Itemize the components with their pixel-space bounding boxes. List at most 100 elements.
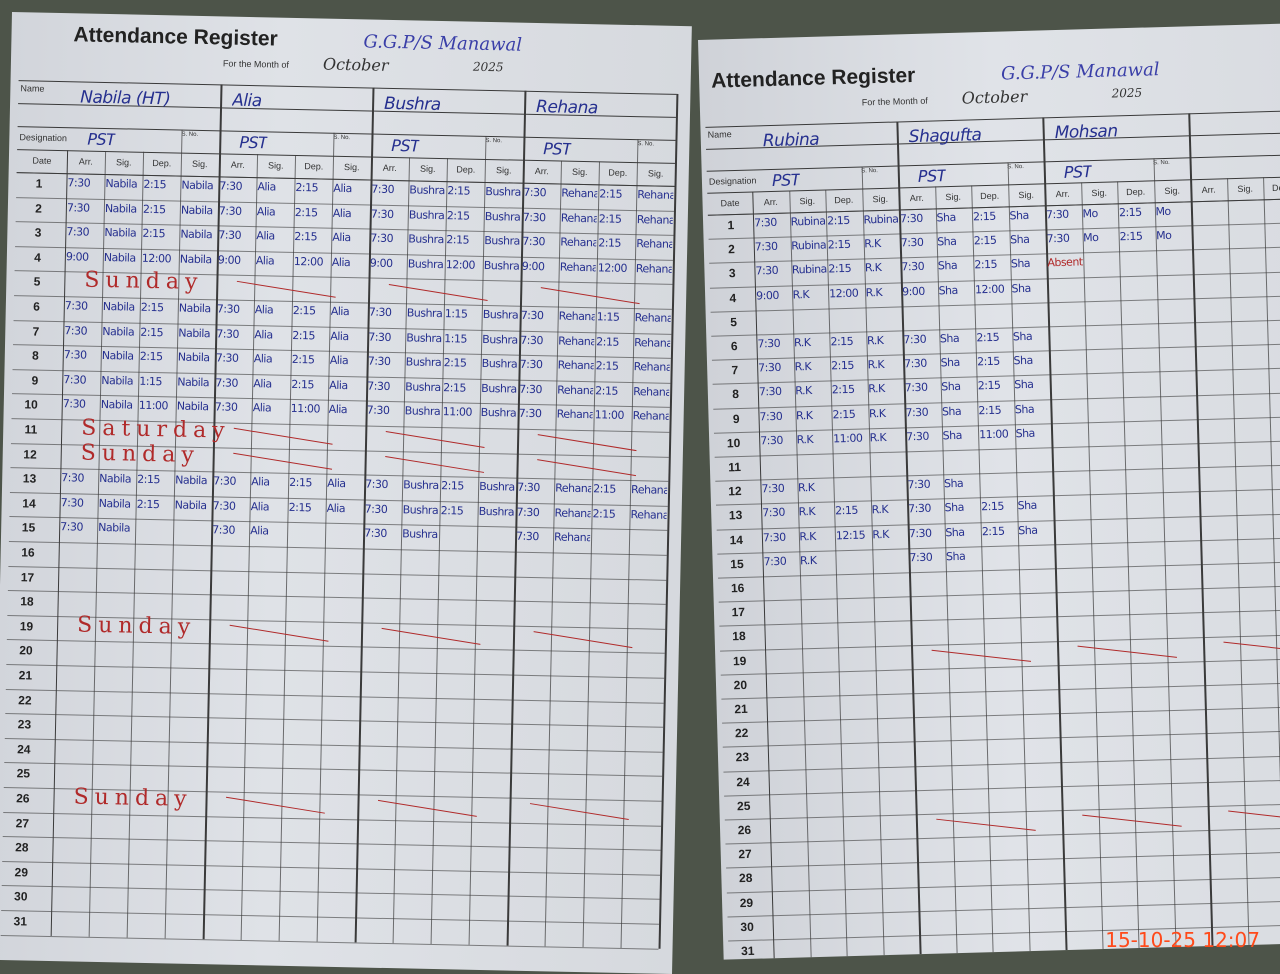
holiday-strike: [237, 281, 336, 298]
column-header: Sig.: [862, 193, 899, 204]
name-label: Name: [708, 129, 732, 140]
attendance-entry: 7:30: [64, 324, 100, 338]
column-rule: [621, 139, 639, 947]
date-number: 12: [13, 447, 37, 461]
row-rule: [726, 850, 1280, 869]
attendance-entry: Nabila: [178, 326, 214, 340]
holiday-note: Sunday: [81, 440, 201, 467]
attendance-entry: 2:15: [832, 383, 867, 397]
attendance-entry: 9:00: [218, 253, 254, 267]
date-number: 22: [724, 726, 748, 741]
attendance-entry: Bushra: [408, 233, 444, 247]
attendance-entry: 12:00: [294, 255, 330, 269]
attendance-entry: Nabila: [99, 472, 135, 486]
attendance-entry: Nabila: [105, 177, 141, 191]
attendance-entry: 2:15: [137, 498, 173, 512]
attendance-entry: 7:30: [909, 550, 944, 564]
attendance-entry: R.K: [867, 333, 902, 347]
date-number: 16: [11, 545, 35, 559]
month-value: October: [961, 87, 1027, 108]
date-number: 23: [725, 750, 749, 765]
column-header: Sig.: [257, 160, 295, 171]
attendance-entry: Rehana: [560, 236, 596, 250]
attendance-entry: 7:30: [520, 358, 556, 372]
attendance-entry: Alia: [254, 328, 290, 342]
sno-label: S. No.: [1007, 164, 1024, 170]
attendance-entry: Alia: [330, 354, 366, 368]
row-rule: [721, 657, 1280, 676]
staff-name: Rubina: [763, 130, 820, 152]
attendance-entry: 7:30: [763, 554, 798, 568]
attendance-entry: Bushra: [481, 382, 517, 396]
column-header: Sig.: [789, 196, 826, 207]
attendance-entry: Alia: [327, 477, 363, 491]
attendance-entry: R.K: [797, 432, 832, 446]
attendance-entry: 2:15: [973, 209, 1008, 223]
date-number: 30: [730, 920, 754, 935]
date-number: 30: [3, 889, 27, 903]
attendance-entry: 2:15: [830, 334, 865, 348]
date-number: 2: [711, 242, 735, 257]
column-rule: [317, 133, 335, 941]
attendance-entry: R.K: [796, 408, 831, 422]
attendance-entry: Alia: [255, 303, 291, 317]
attendance-entry: R.K: [869, 406, 904, 420]
date-number: 1: [18, 176, 42, 190]
holiday-note: Sunday: [77, 612, 197, 639]
attendance-entry: 2:15: [441, 479, 477, 493]
attendance-entry: 7:30: [63, 398, 99, 412]
row-rule: [3, 836, 661, 851]
photo-timestamp: 15-10-25 12:07: [1105, 928, 1260, 952]
attendance-entry: Nabila: [177, 375, 213, 389]
row-rule: [2, 885, 660, 900]
row-rule: [724, 778, 1280, 797]
row-rule: [723, 729, 1280, 748]
attendance-entry: Nabila: [102, 325, 138, 339]
row-rule: [8, 590, 666, 605]
holiday-strike: [1082, 815, 1181, 827]
row-rule: [727, 875, 1280, 894]
sno-label: S. No.: [861, 168, 878, 174]
attendance-entry: Bushra: [408, 257, 444, 271]
column-header: Dep.: [143, 158, 181, 169]
row-rule: [3, 812, 661, 827]
attendance-entry: 7:30: [516, 530, 552, 544]
attendance-entry: 12:00: [598, 261, 634, 275]
attendance-entry: 7:30: [901, 260, 936, 274]
attendance-entry: 7:30: [519, 407, 555, 421]
attendance-entry: Rehana: [633, 409, 669, 423]
attendance-entry: Rehana: [634, 336, 670, 350]
attendance-entry: Alia: [331, 305, 367, 319]
staff-name: Mohsan: [1054, 121, 1117, 143]
attendance-entry: Alia: [251, 475, 287, 489]
attendance-entry: Sha: [945, 525, 980, 539]
attendance-entry: 7:30: [367, 404, 403, 418]
attendance-entry: 2:15: [293, 304, 329, 318]
attendance-entry: 2:15: [978, 403, 1013, 417]
date-number: 23: [7, 717, 31, 731]
date-number: 15: [11, 520, 35, 534]
attendance-entry: 7:30: [370, 232, 406, 246]
date-number: 17: [721, 605, 745, 620]
attendance-entry: 12:00: [975, 282, 1010, 296]
attendance-entry: Sha: [1015, 402, 1050, 416]
attendance-entry: 7:30: [523, 210, 559, 224]
date-number: 12: [717, 484, 741, 499]
attendance-entry: Nabila: [177, 400, 213, 414]
attendance-entry: Rubina: [790, 215, 825, 229]
holiday-strike: [226, 797, 325, 814]
attendance-entry: 2:15: [443, 381, 479, 395]
attendance-entry: Rehana: [554, 531, 590, 545]
attendance-entry: 7:30: [520, 333, 556, 347]
attendance-entry: 2:15: [974, 234, 1009, 248]
holiday-strike: [537, 459, 636, 476]
attendance-entry: 7:30: [755, 264, 790, 278]
attendance-entry: Alia: [257, 180, 293, 194]
attendance-entry: Sha: [1009, 208, 1044, 222]
attendance-entry: 7:30: [65, 299, 101, 313]
attendance-entry: 7:30: [761, 482, 796, 496]
date-number: 18: [10, 594, 34, 608]
column-header: Arr.: [371, 163, 409, 174]
staff-designation: PST: [1064, 162, 1093, 182]
holiday-note: Sunday: [73, 784, 193, 811]
